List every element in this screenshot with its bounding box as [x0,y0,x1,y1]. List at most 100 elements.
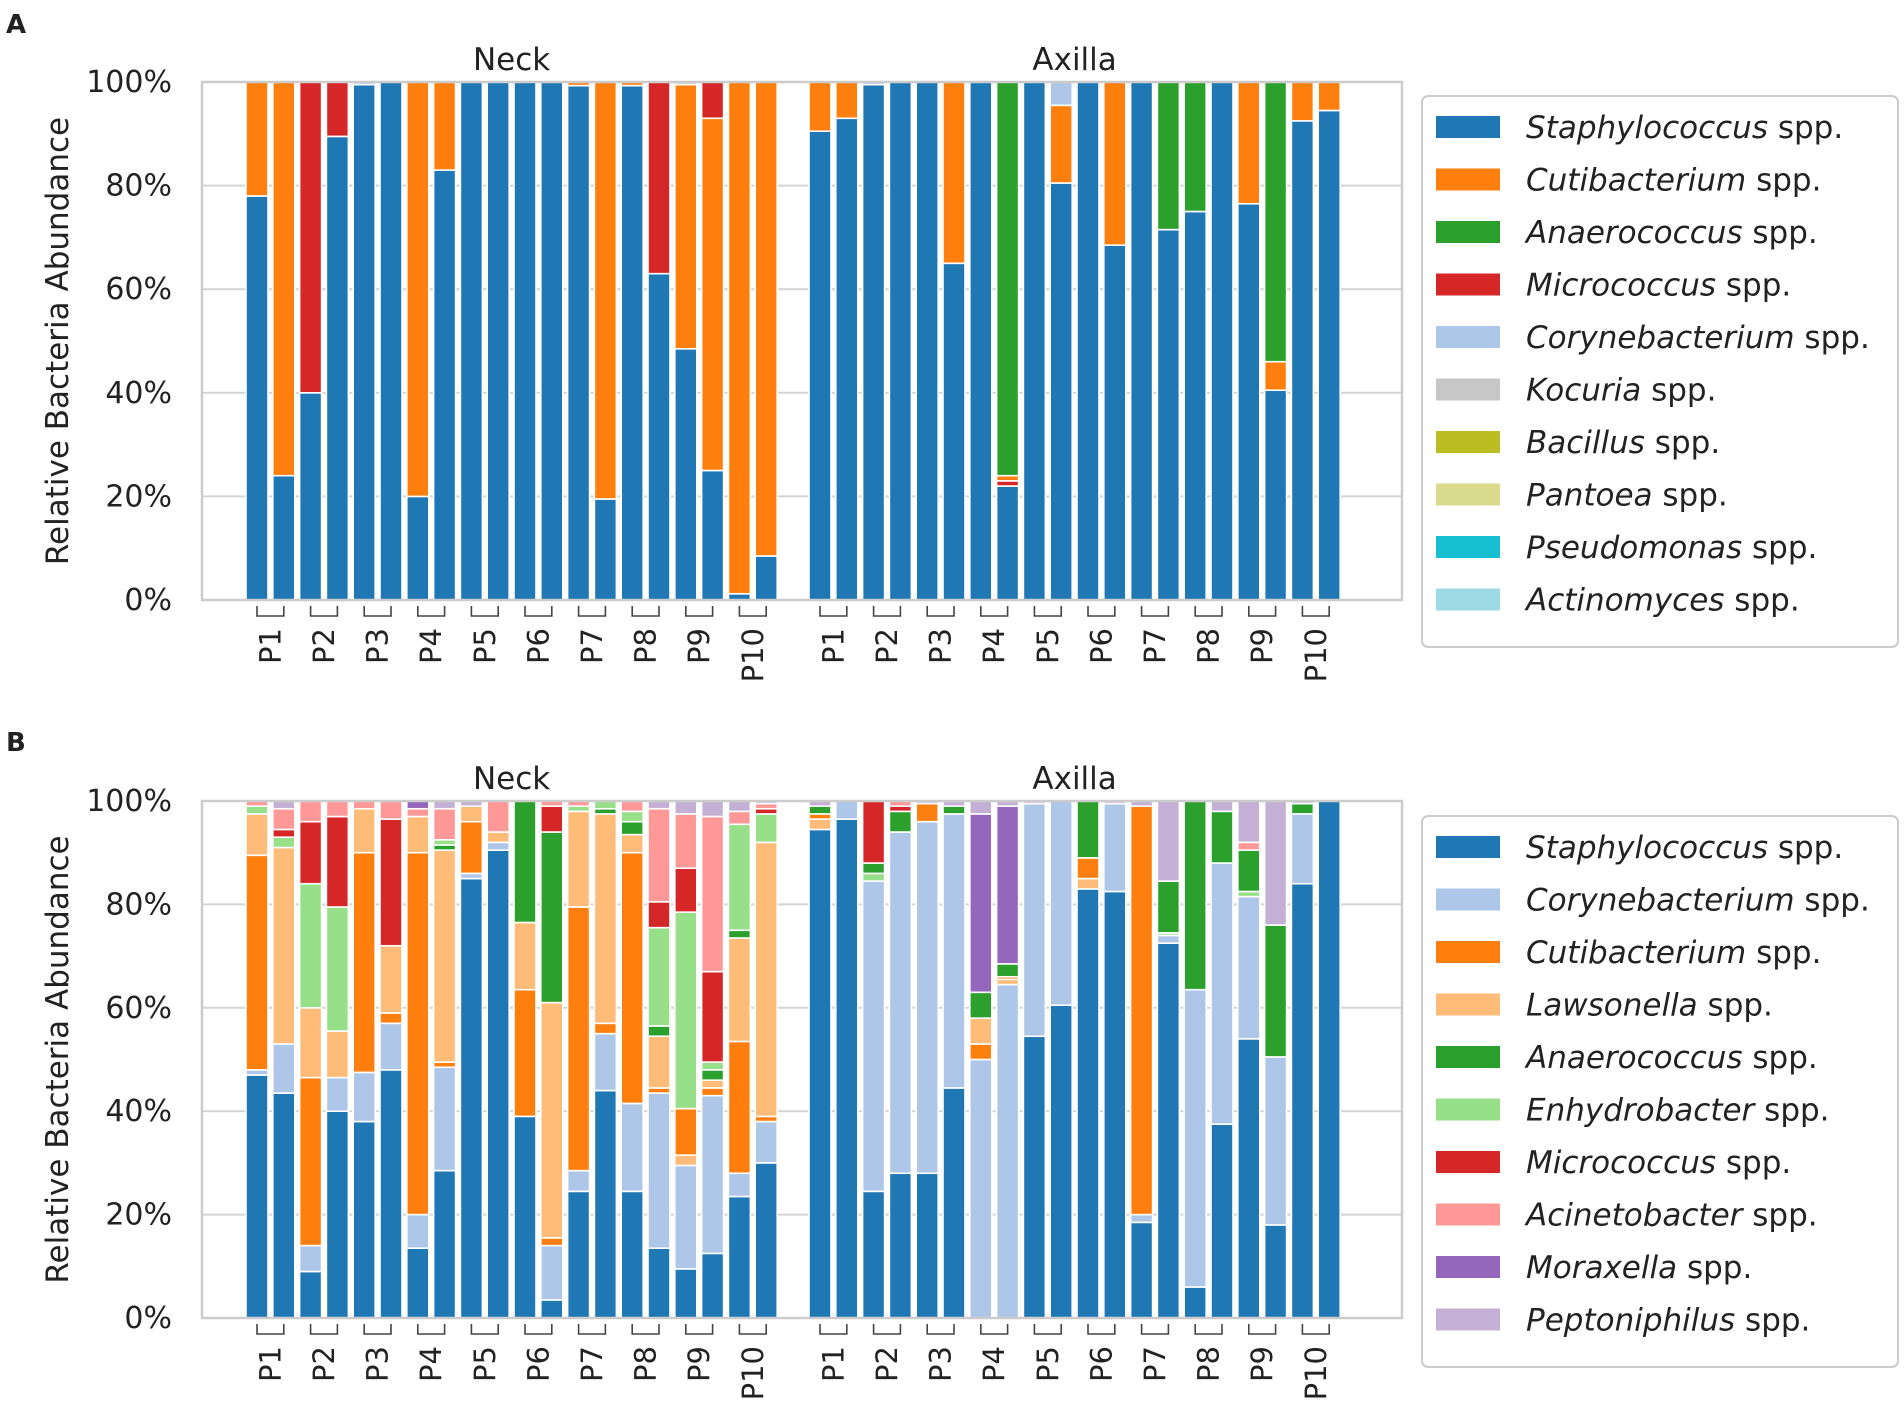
bar-segment-micro [379,818,403,947]
x-tick-label: P5 [468,1346,502,1382]
bar-axilla-p9-2 [1263,800,1288,1319]
legend-suffix: spp. [1795,320,1870,356]
bar-segment-coryne [539,1244,564,1301]
x-tick-bracket [631,1324,660,1335]
bar-segment-pepto [1237,800,1261,844]
x-tick-bracket [1194,1324,1223,1335]
legend-swatch-laws [1436,993,1500,1016]
bar-neck-p10-1 [727,81,752,601]
bar-neck-p9-1 [673,800,698,1319]
bar-segment-staph [647,1247,671,1319]
bar-axilla-p5-1 [1022,81,1047,601]
bar-segment-coryne [620,1102,645,1193]
bar-segment-laws [271,846,296,1045]
legend-swatch-micro [1436,1151,1500,1173]
legend-genus: Kocuria [1526,373,1641,409]
bar-segment-anaero [995,81,1020,477]
bar-segment-micro [325,815,350,908]
legend-suffix: spp. [1795,883,1870,919]
legend-swatch-cuti [1436,941,1500,963]
y-tick-label: 80% [105,169,172,204]
bar-segment-pepto [1263,800,1288,926]
x-tick-label: P2 [870,628,904,664]
y-tick-label: 20% [105,1198,172,1233]
x-tick-label: P4 [977,628,1011,664]
bar-segment-staph [1129,81,1154,601]
bar-segment-staph [1049,1004,1073,1319]
bar-segment-coryne [888,831,913,1175]
bar-neck-p5-2 [486,81,511,601]
x-tick-label: P1 [253,1346,287,1382]
bar-axilla-p2-2 [888,81,913,601]
legend-genus: Anaerococcus [1524,1040,1743,1076]
bar-segment-micro [298,81,323,394]
x-tick-bracket [256,1324,285,1335]
bar-neck-p9-1 [673,81,698,601]
bar-segment-laws [754,841,779,1118]
bar-segment-staph [1076,81,1100,601]
bar-segment-morax [968,813,993,994]
bar-axilla-p8-2 [1210,800,1234,1319]
bar-segment-cuti [1290,81,1315,122]
bar-segment-staph [486,849,511,1319]
legend-label-enhy: Enhydrobacter spp. [1526,1093,1830,1129]
bar-segment-coryne [647,1092,671,1250]
bar-axilla-p9-1 [1237,81,1261,601]
x-tick-bracket [577,1324,607,1335]
bar-segment-acin [298,800,323,823]
bar-segment-acin [1237,841,1261,851]
bar-segment-anaero [1263,81,1288,363]
bar-segment-staph [861,1190,886,1319]
bar-segment-acin [405,807,430,818]
legend-label-cuti: Cutibacterium spp. [1526,935,1821,971]
bar-axilla-p1-2 [834,81,859,601]
bar-segment-cuti [459,820,484,875]
legend-suffix: spp. [1645,425,1720,461]
bar-segment-laws [593,813,618,1025]
bar-segment-anaero [1263,924,1288,1058]
bar-segment-coryne [1022,802,1047,1038]
bar-segment-acin [673,813,698,870]
bar-segment-cuti [593,81,618,500]
x-tick-bracket [1087,606,1116,617]
bar-segment-pepto [700,800,725,818]
bar-segment-cuti [593,1022,618,1035]
bar-axilla-p2-1 [861,800,886,1319]
legend-swatch-pseudo [1436,536,1500,558]
x-tick-label: P1 [816,1346,850,1382]
x-tick-label: P8 [629,1346,663,1382]
bar-segment-cuti [942,81,966,265]
x-tick-bracket [1033,1324,1062,1335]
bar-segment-cuti [405,81,430,498]
bar-neck-p5-1 [459,81,484,601]
legend-suffix: spp. [1735,1303,1810,1339]
bar-segment-staph [754,1162,779,1319]
bar-segment-anaero [1183,800,1207,991]
bar-segment-cuti [700,117,725,472]
bar-neck-p6-2 [539,800,564,1319]
legend-swatch-pepto [1436,1308,1500,1331]
bar-segment-coryne [352,1071,377,1123]
x-tick-bracket [470,1324,499,1335]
legend-suffix: spp. [1677,1250,1752,1286]
bar-segment-micro [700,81,725,120]
legend-label-staph: Staphylococcus spp. [1526,830,1843,866]
bar-segment-cuti [513,988,537,1118]
bar-segment-staph [539,81,564,601]
bar-segment-coryne [727,1172,752,1198]
bar-segment-cuti [620,851,645,1105]
legend-label-acin: Acinetobacter spp. [1524,1198,1818,1234]
bar-segment-staph [808,130,832,601]
bar-segment-coryne [861,880,886,1193]
bar-axilla-p10-2 [1317,800,1341,1319]
bar-segment-enhy [620,810,645,823]
bar-segment-micro [647,81,671,275]
bar-axilla-p8-1 [1183,81,1207,601]
x-tick-bracket [819,606,848,617]
bar-segment-laws [647,1035,671,1089]
bar-segment-staph [352,83,377,601]
bar-neck-p3-1 [352,800,377,1319]
bar-segment-coryne [995,983,1020,1319]
bar-segment-staph [459,81,484,601]
x-tick-bracket [1301,606,1330,617]
